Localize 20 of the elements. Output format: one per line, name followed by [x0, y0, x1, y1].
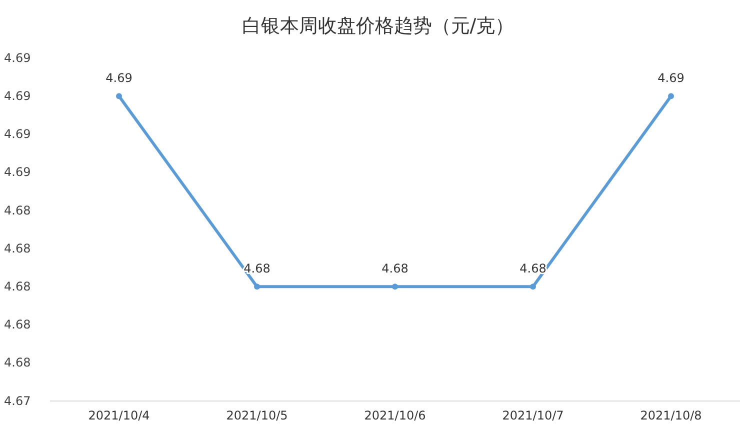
y-tick-label: 4.68: [4, 203, 31, 218]
y-tick-label: 4.69: [4, 165, 31, 180]
x-tick-label: 2021/10/4: [88, 408, 150, 423]
x-tick-label: 2021/10/5: [226, 408, 288, 423]
y-tick-label: 4.68: [4, 318, 31, 332]
y-tick-label: 4.68: [4, 280, 31, 294]
data-label: 4.68: [382, 262, 408, 276]
y-tick-label: 4.69: [4, 88, 31, 103]
x-tick-label: 2021/10/8: [640, 408, 702, 423]
y-tick-label: 4.69: [4, 127, 31, 142]
chart-title: 白银本周收盘价格趋势（元/克）: [242, 15, 514, 37]
data-label: 4.68: [520, 262, 546, 276]
x-tick-label: 2021/10/7: [502, 408, 564, 423]
x-tick-label: 2021/10/6: [364, 408, 426, 423]
y-tick-label: 4.68: [4, 241, 31, 256]
y-tick-label: 4.69: [4, 50, 31, 65]
data-label: 4.69: [658, 71, 684, 86]
y-tick-label: 4.67: [4, 394, 31, 408]
y-tick-label: 4.68: [4, 356, 31, 370]
data-label: 4.69: [106, 71, 132, 86]
